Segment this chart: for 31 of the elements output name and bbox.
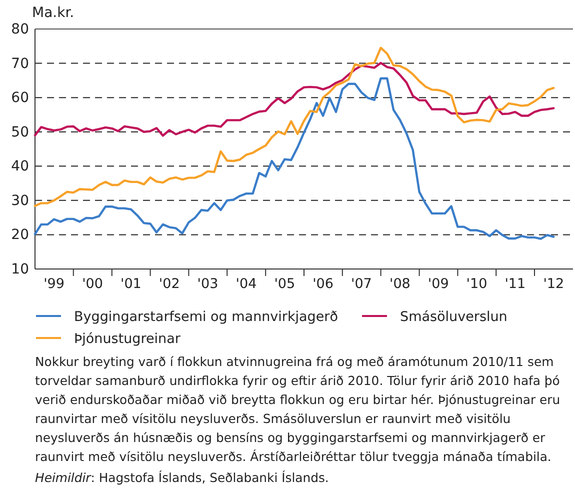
x-tick-label: '01 — [120, 276, 142, 292]
line-series — [34, 46, 555, 208]
y-tick-label: 20 — [11, 227, 29, 244]
y-tick-label: 40 — [11, 158, 29, 175]
line-series — [34, 62, 555, 137]
x-tick-label: '06 — [312, 276, 334, 292]
x-tick-label: '05 — [274, 276, 296, 292]
x-tick-label: '99 — [44, 276, 64, 292]
y-tick-label: 10 — [11, 261, 29, 278]
x-tick-label: '11 — [504, 276, 526, 292]
legend-label: Byggingarstarfsemi og mannvirkjagerð — [74, 309, 338, 325]
y-tick-label: 80 — [11, 21, 29, 38]
x-tick-label: '02 — [158, 276, 180, 292]
legend-label: Þjónustugreinar — [74, 331, 181, 347]
x-tick-label: '09 — [428, 276, 449, 292]
text: Nokkur breyting varð í flokkun atvinnugreina frá og með áramótunum 2010/11 sem torveldar samanburð undirflokka fyrir og eftir árið 2010. Tölur fyrir árið 2010 hafa þó verið endurskoðaðar miðað við breytta flokkun og eru birtar hér. Þjónustugreinar eru raunvirtar með vísitölu neysluverðs. Smásöluverslun er raunvirt með visitölu neysluverðs án húsnæðis og bensíns og byggingarstarfsemi og mannvirkjagerð er raunvirt með vísitölu neysluverðs. Árstíðarleiðréttar tölur tveggja mánaða tímabila. — [35, 353, 562, 466]
legend-label: Smásöluverslun — [400, 309, 508, 325]
y-tick-label: 70 — [11, 56, 29, 72]
line-series — [34, 77, 555, 240]
x-tick-label: '03 — [197, 276, 218, 292]
y-axis-title: Ma.kr. — [32, 5, 74, 21]
y-tick-label: 50 — [11, 124, 29, 140]
x-tick-label: '04 — [236, 276, 257, 292]
x-tick-label: '08 — [390, 276, 410, 292]
x-tick-label: '12 — [543, 276, 564, 292]
x-tick-label: '07 — [350, 276, 372, 292]
y-tick-label: 60 — [11, 90, 29, 106]
x-tick-label: '10 — [466, 276, 488, 292]
x-tick-label: '00 — [82, 276, 103, 292]
y-tick-label: 30 — [11, 192, 29, 209]
text: Heimildir: Hagstofa Íslands, Seðlabanki Íslands. — [35, 470, 329, 485]
